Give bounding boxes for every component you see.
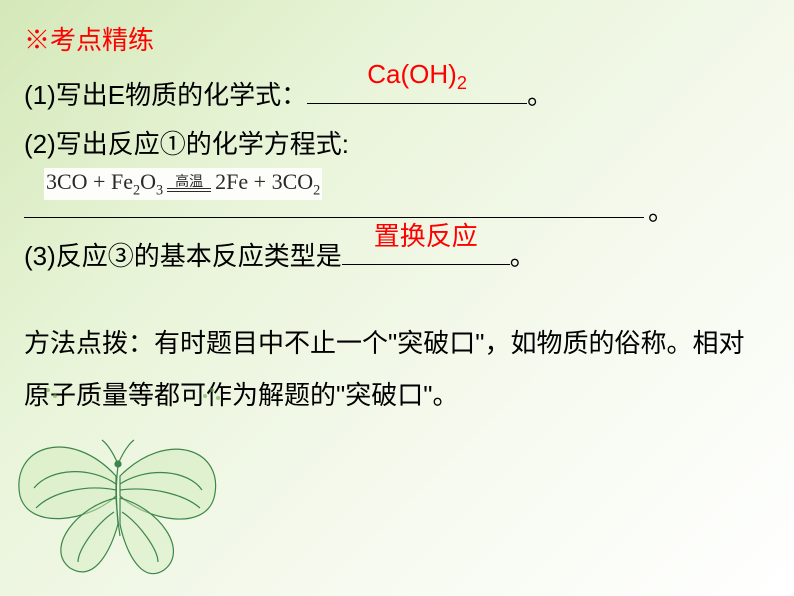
equation-arrow: 高温	[167, 176, 211, 192]
q3-suffix: 。	[510, 241, 536, 271]
q3-answer: 置换反应	[342, 212, 510, 261]
equation-rhs: 2Fe + 3CO2	[215, 169, 320, 199]
chemical-equation: 3CO + Fe2O3 高温 2Fe + 3CO2	[44, 168, 322, 200]
q2-suffix: 。	[648, 191, 674, 228]
q1-blank: Ca(OH)2	[307, 73, 527, 104]
q1-prefix: (1)写出E物质的化学式：	[24, 80, 307, 110]
equation-lhs: 3CO + Fe2O3	[46, 169, 163, 199]
q3-blank: 置换反应	[342, 234, 510, 265]
question-1: (1)写出E物质的化学式：Ca(OH)2。	[24, 71, 770, 120]
q2-underline	[24, 217, 644, 218]
q1-suffix: 。	[527, 80, 553, 110]
question-3: (3)反应③的基本反应类型是置换反应。	[24, 232, 770, 281]
method-tip: 方法点拨：有时题目中不止一个"突破口"，如物质的俗称。相对原子质量等都可作为解题…	[24, 317, 770, 421]
q3-prefix: (3)反应③的基本反应类型是	[24, 241, 342, 271]
equation-arrow-lines-icon	[167, 188, 211, 192]
question-2-line1: (2)写出反应①的化学方程式:	[24, 120, 770, 169]
slide-content: ※考点精练 (1)写出E物质的化学式：Ca(OH)2。 (2)写出反应①的化学方…	[24, 20, 770, 421]
q1-answer: Ca(OH)2	[307, 50, 527, 101]
